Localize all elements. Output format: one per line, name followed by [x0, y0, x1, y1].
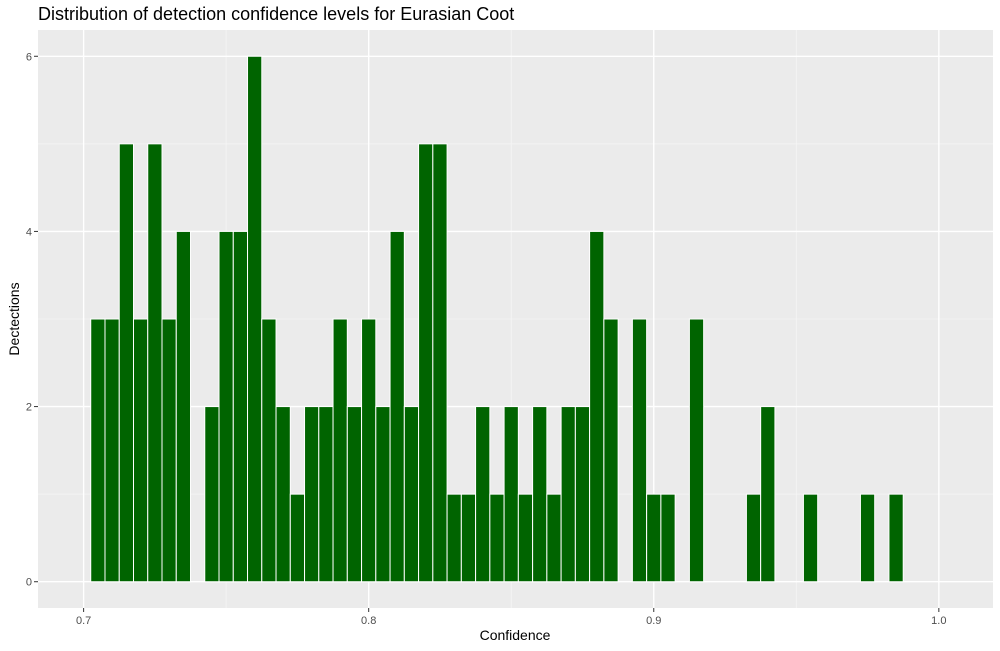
histogram-bar	[346, 406, 363, 583]
x-axis-title: Confidence	[480, 627, 551, 643]
histogram-bar	[560, 406, 576, 583]
histogram-bar	[261, 318, 277, 583]
x-tick-label: 0.8	[361, 615, 376, 627]
x-tick-label: 0.7	[76, 615, 91, 627]
histogram-bar	[546, 493, 562, 583]
histogram-bars	[90, 55, 904, 583]
histogram-bar	[574, 406, 591, 583]
histogram-bar	[104, 318, 120, 583]
histogram-bar	[133, 318, 149, 583]
y-tick-label: 0	[26, 577, 32, 589]
x-tick-label: 0.9	[646, 615, 661, 627]
histogram-bar	[304, 406, 320, 583]
histogram-bar	[489, 493, 505, 583]
histogram-bar	[161, 318, 177, 583]
histogram-bar	[446, 493, 462, 583]
histogram-bar	[218, 230, 234, 583]
histogram-bar	[603, 318, 619, 583]
histogram-bar	[332, 318, 348, 583]
histogram-bar	[802, 493, 819, 583]
y-tick-label: 6	[26, 51, 32, 63]
histogram-bar	[646, 493, 662, 583]
histogram-bar	[888, 493, 904, 583]
histogram-bar	[503, 406, 519, 583]
histogram-bar	[204, 406, 220, 583]
histogram-bar	[118, 143, 135, 583]
x-tick-label: 1.0	[931, 615, 946, 627]
y-tick-label: 2	[26, 402, 32, 414]
histogram-bar	[275, 406, 291, 583]
histogram-bar	[389, 230, 405, 583]
histogram-bar	[745, 493, 762, 583]
y-axis-title: Dectections	[6, 282, 22, 355]
histogram-bar	[517, 493, 534, 583]
histogram-bar	[318, 406, 334, 583]
histogram-bar	[361, 318, 377, 583]
histogram-bar	[232, 230, 249, 583]
x-axis-ticks: 0.7 0.8 0.9 1.0	[76, 608, 946, 627]
histogram-bar	[147, 143, 163, 583]
histogram-bar	[532, 406, 548, 583]
histogram-bar	[475, 406, 491, 583]
histogram-bar	[859, 493, 876, 583]
histogram-bar	[289, 493, 306, 583]
histogram-bar	[403, 406, 420, 583]
histogram-bar	[247, 55, 263, 583]
y-axis-ticks: 0 2 4 6	[26, 51, 38, 589]
histogram-bar	[631, 318, 648, 583]
histogram-bar	[589, 230, 605, 583]
histogram-bar	[90, 318, 106, 583]
chart-title: Distribution of detection confidence lev…	[38, 4, 515, 24]
histogram-bar	[688, 318, 705, 583]
y-tick-label: 4	[26, 226, 32, 238]
histogram-bar	[660, 493, 676, 583]
histogram-bar	[375, 406, 391, 583]
histogram-bar	[432, 143, 448, 583]
histogram-bar	[175, 230, 192, 583]
histogram-bar	[418, 143, 434, 583]
histogram-bar	[460, 493, 477, 583]
histogram-bar	[760, 406, 776, 583]
